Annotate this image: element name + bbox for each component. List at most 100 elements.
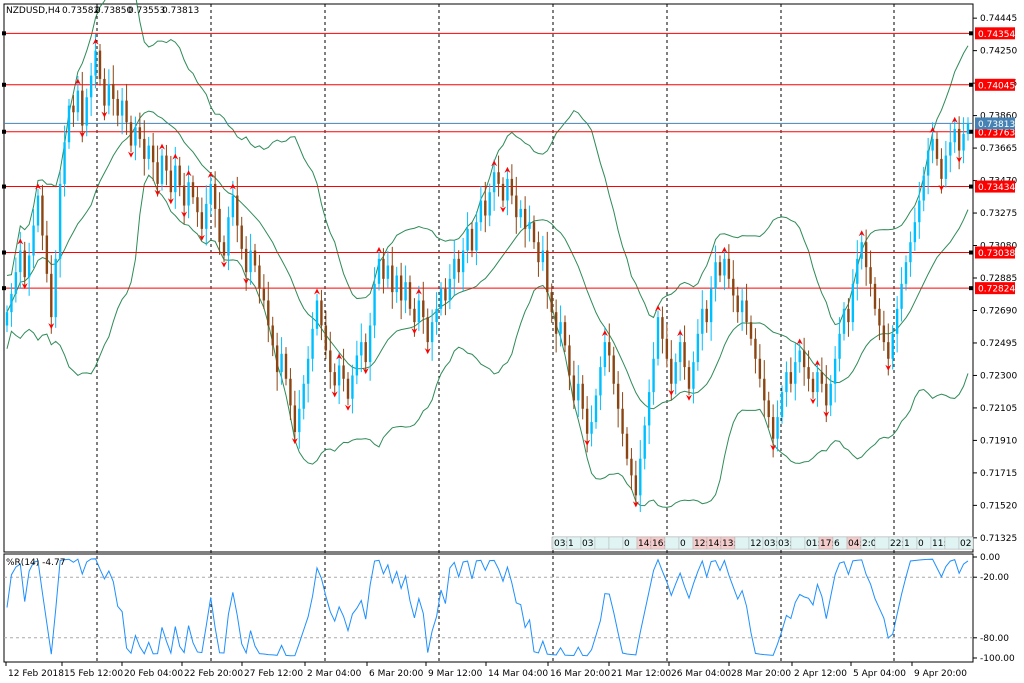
candle-body [315,300,319,329]
price-tick-label: 0.71520 [980,501,1017,511]
session-cell [664,536,680,550]
time-tick-label: 5 Apr 04:00 [853,669,906,679]
level-price-label: 0.74045 [978,81,1015,91]
level-price-tag [975,125,1015,138]
candle-body [811,378,815,393]
low-value: 0.73553 [128,6,165,16]
candle-body [740,300,744,313]
candle-body [125,100,128,123]
candle-body [89,75,93,98]
session-cell [944,536,960,550]
level-anchor [969,184,973,189]
fractal-up-arrow [17,238,24,245]
candle-body [904,262,908,284]
candle-body [559,322,562,334]
candle-body [196,197,199,213]
candle-body [391,265,394,293]
candle-body [670,358,673,384]
price-tick-label: 0.73665 [980,144,1017,154]
candle-body [98,50,102,79]
candle-body [909,242,912,263]
candle-body [351,375,354,399]
candle-body [404,282,407,301]
candle-body [213,183,217,209]
candle-body [807,367,810,379]
session-cell [958,536,974,550]
candle-body [953,128,956,143]
fractal-up-arrow [74,78,81,85]
candle-body [895,308,899,334]
candle-body [244,248,248,273]
time-tick-label: 27 Feb 12:00 [244,669,303,679]
candle-body [701,308,704,334]
candle-body [364,342,367,363]
fractal-down-arrow [198,234,205,241]
fractal-up-arrow [336,353,343,360]
candle-body [590,422,593,434]
price-tick-label: 0.73860 [980,112,1017,122]
level-price-tags: 0.74354 0.74045 0.73763 0.73434 0.73038 0.728… [975,27,1015,295]
candle-body [430,322,434,343]
candle-body [492,172,496,193]
level-anchor [2,82,6,87]
fractal-up-arrow [35,183,41,190]
candle-body [763,378,766,401]
level-price-label: 0.74354 [978,30,1015,40]
candle-body [169,170,173,193]
candle-body [732,278,735,296]
candle-body [962,133,965,151]
candle-body [630,458,633,476]
candle-body [944,155,948,179]
candle-body [236,195,239,226]
fractal-down-arrow [500,206,506,213]
fractal-up-arrow [314,288,320,295]
candle-body [107,83,111,106]
price-panel[interactable] [3,3,974,553]
candle-body [966,123,970,134]
price-tick-label: 0.71910 [980,436,1017,446]
price-tick-label: 0.72690 [980,306,1017,316]
candle-body [63,142,66,184]
wpr-tick-label: 0.00 [980,553,1000,563]
candle-body [267,300,270,326]
session-label: 0 [680,539,686,549]
fractal-up-arrow [796,338,803,345]
candle-body [674,362,677,384]
price-tick-label: 0.72105 [980,404,1017,414]
wpr-panel[interactable] [3,553,974,663]
session-label: 03: [554,539,568,549]
candle-body [621,408,624,434]
candle-body [368,325,372,363]
candle-body [382,258,385,279]
candle-body [816,372,819,393]
fractal-down-arrow [291,438,298,445]
candle-body [218,208,221,243]
candle-body [692,362,695,389]
candle-body [754,338,757,359]
candle-body [399,275,403,301]
candle-body [293,405,297,433]
candle-body [14,272,18,294]
horizontal-levels[interactable] [2,31,973,291]
fractal-down-arrow [101,111,108,118]
candle-body [541,250,545,263]
candle-body [546,250,549,293]
price-tick-label: 0.72495 [980,339,1017,349]
wpr-axis: 0.00 -20.00 -80.00 -100.00 [973,553,1015,664]
candle-body [860,242,863,259]
candle-body [138,127,142,139]
candle-body [608,342,611,356]
candle-body [249,250,252,273]
candle-body [767,400,770,418]
candle-body [501,183,505,201]
upper-band [6,0,969,326]
time-tick-label: 22 Feb 20:00 [184,669,243,679]
fractal-up-arrow [376,246,382,253]
fractal-down-arrow [243,278,250,285]
level-anchor [2,184,6,189]
candle-body [227,217,230,256]
candle-body [918,200,921,223]
session-label: 12 [750,539,761,549]
fractal-down-arrow [810,398,816,405]
